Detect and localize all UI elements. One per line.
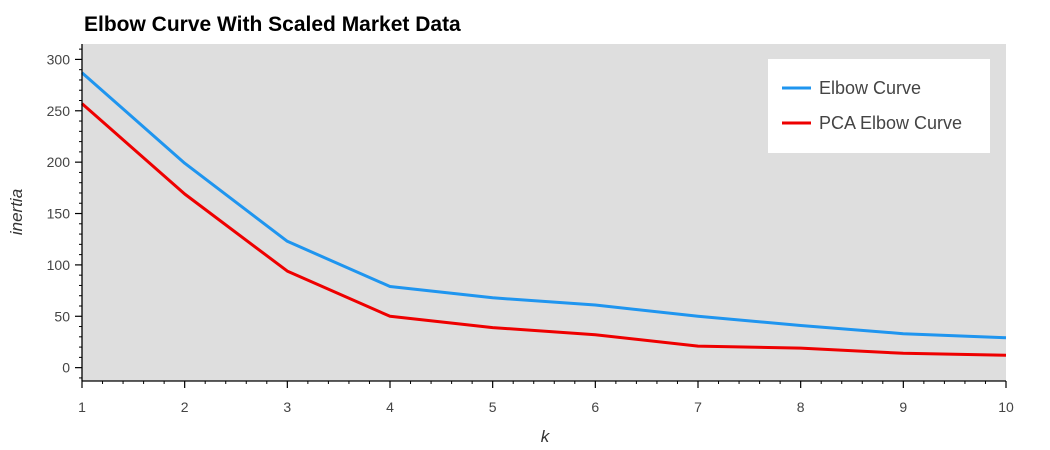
y-tick-label: 250: [47, 103, 71, 119]
x-tick-label: 6: [591, 399, 599, 415]
x-tick-label: 2: [181, 399, 189, 415]
y-tick-label: 200: [47, 154, 71, 170]
axes-layer: 0 50 100 150 200 250 300 1 2 3 4 5 6 7 8 9 10: [47, 44, 1014, 415]
y-tick-label: 100: [47, 257, 71, 273]
series-line-elbow-curve: [81, 71, 1007, 340]
x-tick-label: 8: [797, 399, 805, 415]
legend-label: PCA Elbow Curve: [819, 113, 962, 133]
x-tick-label: 3: [283, 399, 291, 415]
x-tick-label: 5: [489, 399, 497, 415]
series-layer: [81, 71, 1007, 357]
legend-label: Elbow Curve: [819, 78, 921, 98]
legend: Elbow Curve PCA Elbow Curve: [768, 59, 990, 153]
x-tick-label: 10: [998, 399, 1014, 415]
y-tick-label: 50: [54, 308, 70, 324]
legend-box: [768, 59, 990, 153]
x-tick-label: 4: [386, 399, 394, 415]
y-tick-label: 150: [47, 206, 71, 222]
x-tick-label: 9: [899, 399, 907, 415]
y-tick-label: 300: [47, 51, 71, 67]
y-axis-label: inertia: [7, 189, 26, 235]
x-tick-label: 1: [78, 399, 86, 415]
chart-title: Elbow Curve With Scaled Market Data: [84, 13, 461, 36]
x-axis-label: k: [541, 427, 551, 446]
y-tick-label: 0: [62, 360, 70, 376]
series-line-pca-elbow-curve: [81, 102, 1007, 357]
x-tick-label: 7: [694, 399, 702, 415]
